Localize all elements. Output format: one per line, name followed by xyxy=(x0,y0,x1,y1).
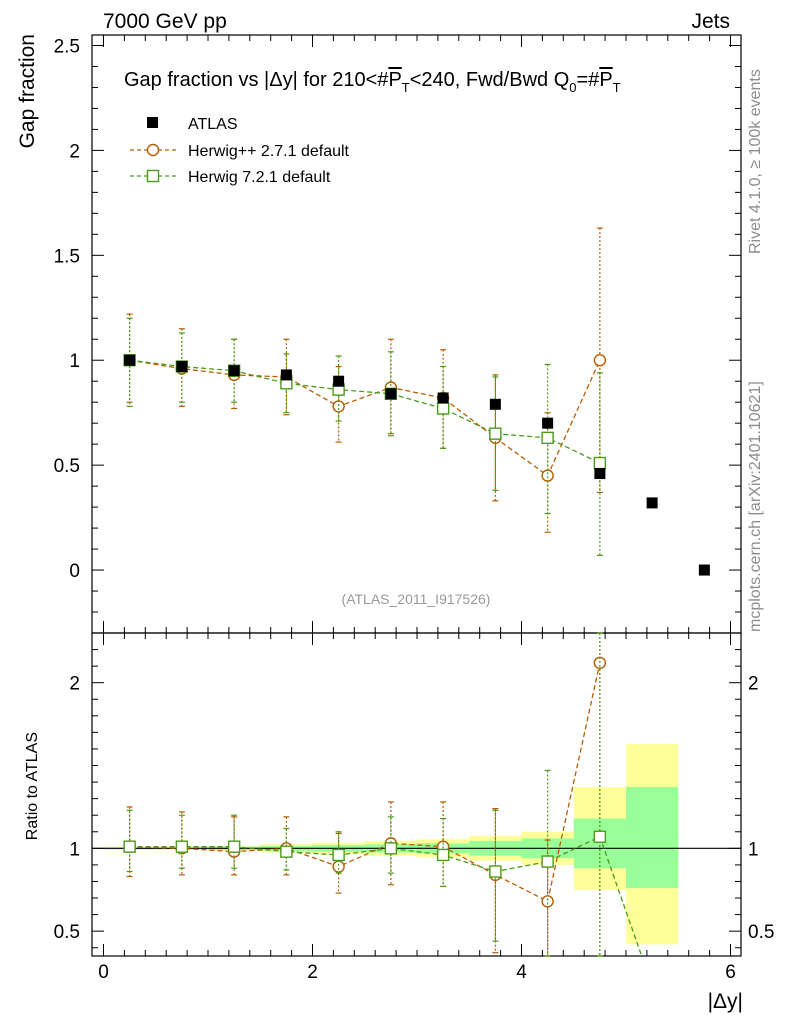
main-atlas-marker xyxy=(124,354,136,366)
ratio-y-tick-label-right: 1 xyxy=(748,839,759,860)
main-y-tick-label: 1.5 xyxy=(54,246,80,267)
ratio-herwig7-marker xyxy=(280,845,293,858)
ratio-y-tick-label: 2 xyxy=(69,674,80,695)
main-y-tick-label: 2.5 xyxy=(54,36,80,57)
ratio-herwig7-marker xyxy=(541,855,554,868)
main-atlas-marker xyxy=(385,388,397,400)
ratio-y-tick-label: 0.5 xyxy=(54,922,80,943)
main-herwigpp-marker xyxy=(541,469,554,482)
ratio-herwig7-line xyxy=(129,835,643,957)
ratio-herwigpp-marker xyxy=(332,860,345,873)
main-atlas-marker xyxy=(698,564,710,576)
x-tick-label: 0 xyxy=(98,962,109,983)
legend-atlas-marker xyxy=(147,117,158,128)
main-y-axis-title: Gap fraction xyxy=(16,34,39,148)
ratio-herwigpp-marker xyxy=(541,895,554,908)
header-category-label: Jets xyxy=(691,10,730,33)
legend-atlas-label: ATLAS xyxy=(188,116,238,133)
main-y-tick-label: 1 xyxy=(69,351,80,372)
main-herwig7-marker xyxy=(541,431,554,445)
x-tick-label: 2 xyxy=(307,962,318,983)
main-herwigpp-marker xyxy=(593,354,607,367)
main-atlas-marker xyxy=(542,417,554,429)
main-atlas-marker xyxy=(280,369,292,381)
ratio-y-tick-label-right: 2 xyxy=(748,674,759,695)
main-atlas-marker xyxy=(228,365,240,377)
analysis-tag: (ATLAS_2011_I917526) xyxy=(342,591,491,607)
main-herwig7-line xyxy=(129,359,601,464)
main-chart-title: Gap fraction vs |Δy| for 210<#PT<240, Fw… xyxy=(124,69,621,95)
main-herwig7-marker xyxy=(593,456,607,470)
ratio-herwig7-marker xyxy=(489,865,502,878)
legend-herwigpp-label: Herwig++ 2.7.1 default xyxy=(188,143,350,160)
legend-herwig7-label: Herwig 7.2.1 default xyxy=(188,169,331,186)
ratio-herwig7-marker xyxy=(227,840,241,853)
ratio-herwig7-marker xyxy=(123,840,136,853)
main-atlas-marker xyxy=(437,392,449,404)
main-atlas-marker xyxy=(594,468,606,480)
ratio-stat-uncertainty-band xyxy=(626,787,679,889)
x-tick-label: 4 xyxy=(516,962,527,983)
main-atlas-marker xyxy=(176,361,188,373)
ratio-herwig7-marker xyxy=(593,830,607,843)
ratio-y-axis-title: Ratio to ATLAS xyxy=(24,732,41,840)
main-y-tick-label: 0.5 xyxy=(54,456,80,477)
main-atlas-marker xyxy=(333,375,345,387)
main-herwig7-marker xyxy=(489,427,502,440)
legend-herwig7-marker xyxy=(146,169,160,183)
header-energy-label: 7000 GeV pp xyxy=(103,10,227,33)
main-herwigpp-marker xyxy=(332,400,345,413)
legend: ATLAS Herwig++ 2.7.1 default Herwig 7.2.… xyxy=(130,116,350,186)
main-atlas-marker xyxy=(489,398,501,410)
legend-herwigpp-marker xyxy=(146,143,160,157)
ratio-herwig7-marker xyxy=(436,848,450,862)
ratio-y-tick-label-right: 0.5 xyxy=(748,922,774,943)
x-axis-title: |Δy| xyxy=(708,990,743,1013)
ratio-herwig7-marker xyxy=(332,848,345,862)
main-herwigpp-line xyxy=(129,359,601,477)
main-y-tick-label: 0 xyxy=(69,561,80,582)
ratio-y-tick-label: 1 xyxy=(69,839,80,860)
mcplots-label: mcplots.cern.ch [arXiv:2401.10621] xyxy=(747,381,764,632)
main-y-tick-label: 2 xyxy=(69,141,80,162)
rivet-label: Rivet 4.1.0, ≥ 100k events xyxy=(747,69,764,254)
main-herwig7-marker xyxy=(436,402,450,415)
x-tick-label: 6 xyxy=(725,962,736,983)
ratio-herwigpp-line xyxy=(129,662,601,903)
main-atlas-marker xyxy=(646,497,658,509)
ratio-herwig7-marker xyxy=(384,842,398,855)
ratio-herwig7-marker xyxy=(175,840,189,853)
